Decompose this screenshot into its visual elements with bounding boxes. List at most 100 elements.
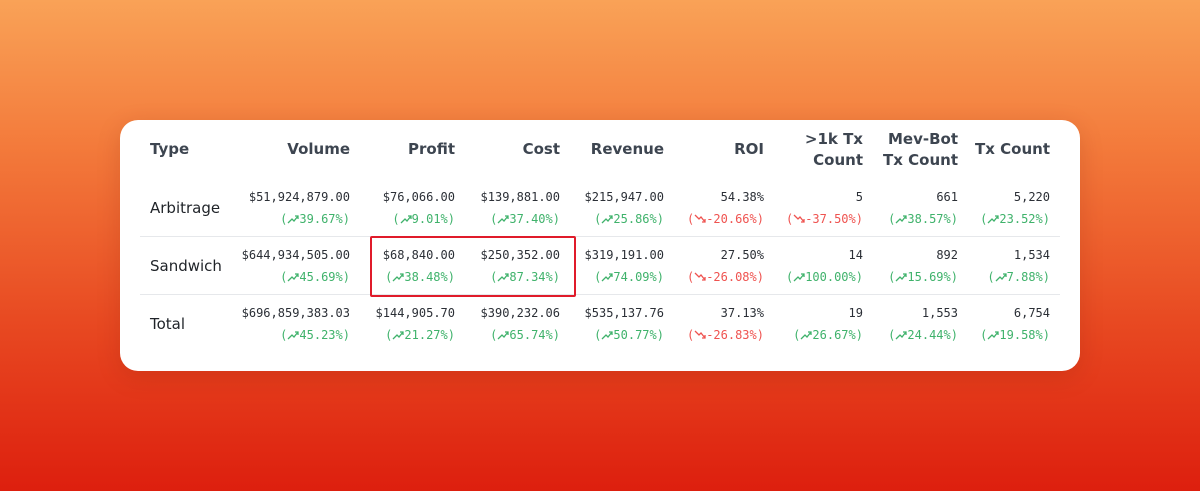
change-value: 21.27%: [404, 328, 448, 342]
cell-value: 54.38%: [720, 190, 764, 204]
cell-value: 1,553: [921, 306, 958, 320]
cell-value: 1,534: [1013, 248, 1050, 262]
cell-change: (21.27%): [385, 328, 455, 342]
cell-change: (50.77%): [594, 328, 664, 342]
cell-change: (45.69%): [280, 270, 350, 284]
cell-value: $390,232.06: [480, 306, 560, 320]
change-value: 65.74%: [509, 328, 553, 342]
trend-up-icon: [995, 270, 1007, 284]
cell-change: (9.01%): [392, 212, 455, 226]
trend-up-icon: [497, 212, 510, 226]
stats-card: Type Volume Profit Cost Revenue ROI >1k Tx Coun…: [120, 120, 1080, 371]
header-label-line: Count: [813, 151, 863, 169]
row-type-label: Arbitrage: [150, 199, 221, 217]
change-value: -37.50%: [805, 212, 856, 226]
trend-up-icon: [800, 328, 813, 342]
row-type-label: Sandwich: [150, 257, 222, 275]
change-value: 23.52%: [999, 212, 1043, 226]
cell-change: (-26.08%): [686, 270, 764, 284]
header-tx-count[interactable]: Tx Count: [975, 140, 1050, 158]
header-label-line: >1k Tx: [804, 130, 863, 148]
header-over-1k-tx-count[interactable]: >1k Tx Count: [805, 129, 863, 171]
change-value: 100.00%: [805, 270, 856, 284]
cell-value: $68,840.00: [382, 248, 455, 262]
trend-up-icon: [987, 328, 1000, 342]
cell-value: 19: [848, 306, 863, 320]
cell-value: 27.50%: [720, 248, 764, 262]
change-value: 74.09%: [613, 270, 657, 284]
header-volume[interactable]: Volume: [287, 140, 350, 158]
cell-change: (24.44%): [888, 328, 958, 342]
cell-value: 5,220: [1013, 190, 1050, 204]
change-value: -20.66%: [706, 212, 757, 226]
row-divider: [140, 236, 1060, 237]
change-value: -26.83%: [706, 328, 757, 342]
change-value: 9.01%: [411, 212, 448, 226]
trend-down-icon: [793, 212, 805, 226]
cell-change: (74.09%): [594, 270, 664, 284]
cell-change: (45.23%): [280, 328, 350, 342]
row-type-label: Total: [150, 315, 186, 333]
cell-value: $644,934,505.00: [241, 248, 350, 262]
change-value: 38.57%: [907, 212, 951, 226]
trend-up-icon: [987, 212, 1000, 226]
cell-change: (15.69%): [888, 270, 958, 284]
header-roi[interactable]: ROI: [734, 140, 764, 158]
cell-change: (23.52%): [980, 212, 1050, 226]
trend-up-icon: [601, 270, 614, 284]
change-value: 7.88%: [1006, 270, 1043, 284]
trend-up-icon: [497, 328, 510, 342]
header-label-line: Tx Count: [883, 151, 958, 169]
cell-change: (39.67%): [280, 212, 350, 226]
cell-value: $250,352.00: [480, 248, 560, 262]
trend-up-icon: [287, 328, 300, 342]
cell-change: (26.67%): [793, 328, 863, 342]
trend-up-icon: [287, 270, 300, 284]
cell-change: (100.00%): [785, 270, 863, 284]
cell-change: (87.34%): [490, 270, 560, 284]
header-label-line: Mev-Bot: [887, 130, 958, 148]
cell-change: (-26.83%): [686, 328, 764, 342]
trend-up-icon: [497, 270, 510, 284]
header-profit[interactable]: Profit: [408, 140, 455, 158]
change-value: 38.48%: [404, 270, 448, 284]
change-value: 39.67%: [299, 212, 343, 226]
cell-value: $319,191.00: [584, 248, 664, 262]
trend-down-icon: [694, 212, 706, 226]
trend-up-icon: [287, 212, 300, 226]
header-mev-bot-tx-count[interactable]: Mev-Bot Tx Count: [883, 129, 958, 171]
trend-up-icon: [793, 270, 805, 284]
cell-value: 6,754: [1013, 306, 1050, 320]
change-value: 25.86%: [613, 212, 657, 226]
cell-change: (25.86%): [594, 212, 664, 226]
cell-value: $76,066.00: [382, 190, 455, 204]
cell-value: $144,905.70: [375, 306, 455, 320]
trend-up-icon: [601, 328, 614, 342]
cell-value: 5: [855, 190, 863, 204]
change-value: -26.08%: [706, 270, 757, 284]
cell-value: 14: [848, 248, 863, 262]
cell-change: (7.88%): [987, 270, 1050, 284]
cell-value: $139,881.00: [480, 190, 560, 204]
header-revenue[interactable]: Revenue: [590, 140, 664, 158]
cell-value: $51,924,879.00: [248, 190, 350, 204]
cell-value: 661: [936, 190, 958, 204]
change-value: 87.34%: [509, 270, 553, 284]
change-value: 37.40%: [509, 212, 553, 226]
cell-change: (19.58%): [980, 328, 1050, 342]
cell-change: (38.57%): [888, 212, 958, 226]
cell-value: 37.13%: [720, 306, 764, 320]
change-value: 24.44%: [907, 328, 951, 342]
highlight-box: [370, 236, 576, 297]
trend-up-icon: [895, 328, 908, 342]
trend-down-icon: [694, 270, 706, 284]
change-value: 26.67%: [812, 328, 856, 342]
trend-up-icon: [895, 212, 908, 226]
change-value: 45.23%: [299, 328, 343, 342]
cell-value: $215,947.00: [584, 190, 664, 204]
trend-down-icon: [694, 328, 706, 342]
change-value: 19.58%: [999, 328, 1043, 342]
cell-change: (37.40%): [490, 212, 560, 226]
header-type[interactable]: Type: [150, 140, 190, 158]
header-cost[interactable]: Cost: [522, 140, 560, 158]
